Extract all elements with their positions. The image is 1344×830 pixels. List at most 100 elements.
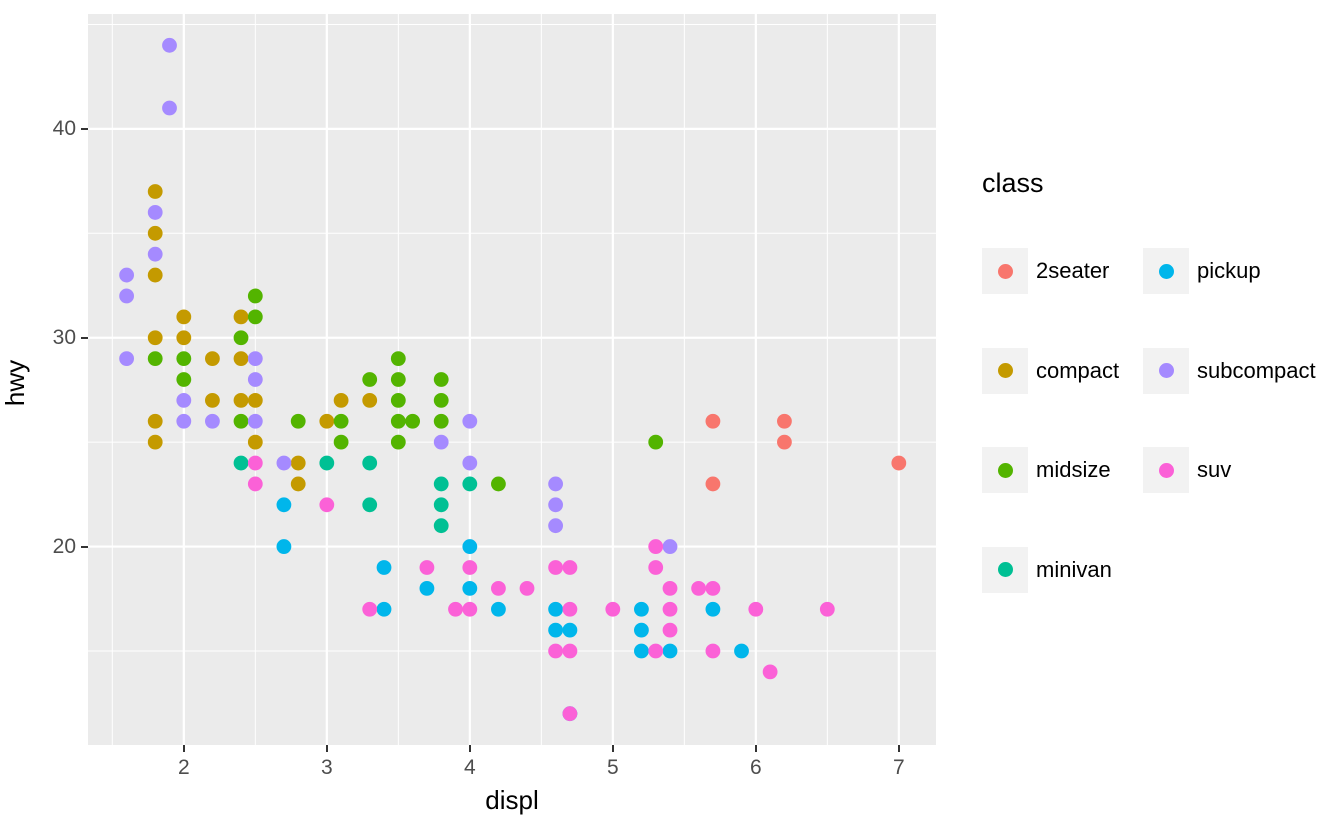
point-2seater (777, 413, 792, 429)
legend-key-compact (982, 347, 1028, 394)
point-suv (562, 706, 578, 722)
point-minivan (362, 455, 378, 471)
x-axis-title: displ (485, 785, 539, 815)
point-compact (147, 434, 163, 450)
point-suv (662, 601, 678, 617)
point-compact (290, 476, 306, 492)
legend-title: class (982, 168, 1044, 198)
point-midsize (333, 434, 349, 450)
point-pickup (462, 539, 478, 554)
point-minivan (433, 518, 449, 534)
legend-label-compact: compact (1036, 357, 1120, 383)
point-compact (147, 267, 163, 283)
y-tick-label: 20 (52, 534, 76, 558)
point-midsize (176, 351, 192, 367)
point-subcompact (276, 455, 292, 471)
point-midsize (390, 351, 406, 367)
point-suv (491, 580, 506, 596)
point-midsize (290, 413, 306, 429)
x-tick-mark (611, 745, 614, 752)
point-compact (147, 184, 163, 199)
x-tick-label: 5 (606, 756, 619, 779)
panel-background (88, 14, 936, 745)
point-subcompact (162, 100, 177, 116)
point-midsize (247, 288, 263, 304)
point-compact (147, 225, 163, 241)
point-suv (519, 580, 535, 596)
legend-key-pickup (1143, 248, 1189, 294)
point-compact (247, 392, 263, 408)
point-suv (548, 560, 564, 575)
point-compact (176, 309, 192, 325)
x-tick-mark (182, 745, 185, 752)
point-compact (176, 330, 192, 346)
point-subcompact (147, 205, 163, 220)
point-suv (605, 601, 621, 617)
point-suv (662, 580, 678, 596)
point-pickup (562, 622, 578, 638)
legend-dot-pickup (1158, 263, 1174, 279)
point-midsize (433, 392, 449, 408)
point-pickup (548, 622, 564, 638)
point-midsize (405, 413, 421, 429)
legend-label-2seater: 2seater (1036, 258, 1110, 283)
y-tick-mark (81, 545, 88, 548)
legend-label-midsize: midsize (1036, 457, 1111, 483)
point-midsize (176, 372, 192, 387)
point-midsize (648, 434, 664, 450)
legend-key-suv (1143, 447, 1189, 494)
point-subcompact (247, 351, 263, 367)
point-pickup (662, 643, 678, 659)
y-tick-mark (81, 127, 88, 130)
point-pickup (376, 601, 392, 617)
x-tick-label: 3 (320, 756, 333, 779)
point-compact (147, 330, 163, 346)
x-tick-mark (754, 745, 757, 752)
point-midsize (433, 413, 449, 429)
point-compact (333, 392, 349, 408)
point-suv (319, 497, 335, 513)
legend-dot-minivan (997, 562, 1013, 578)
point-suv (362, 601, 378, 617)
point-midsize (390, 434, 406, 450)
point-minivan (233, 455, 249, 471)
point-subcompact (176, 392, 192, 408)
point-midsize (147, 351, 163, 367)
point-midsize (390, 392, 406, 408)
point-subcompact (548, 518, 564, 534)
point-midsize (433, 372, 449, 387)
point-suv (562, 560, 578, 575)
point-midsize (233, 330, 249, 346)
point-subcompact (147, 246, 163, 262)
point-suv (691, 580, 707, 596)
point-suv (562, 601, 578, 617)
point-compact (233, 392, 249, 408)
point-midsize (333, 413, 349, 429)
point-midsize (247, 309, 263, 325)
x-tick-label: 4 (463, 756, 476, 779)
point-compact (147, 413, 163, 429)
point-pickup (276, 497, 292, 513)
point-suv (247, 476, 263, 492)
point-suv (762, 664, 778, 680)
point-minivan (433, 476, 449, 492)
point-subcompact (247, 372, 263, 387)
point-suv (648, 539, 664, 554)
x-tick-mark (897, 745, 900, 752)
legend-key-minivan (982, 546, 1028, 593)
point-pickup (276, 539, 292, 554)
point-minivan (433, 497, 449, 513)
point-suv (562, 643, 578, 659)
legend-label-subcompact: subcompact (1197, 357, 1316, 383)
point-2seater (891, 455, 907, 471)
point-midsize (390, 372, 406, 387)
point-2seater (777, 434, 792, 450)
point-pickup (734, 643, 749, 659)
point-subcompact (548, 476, 564, 492)
point-subcompact (176, 413, 192, 429)
point-suv (705, 643, 721, 659)
point-subcompact (119, 288, 135, 304)
point-suv (462, 560, 478, 575)
point-pickup (548, 601, 564, 617)
x-tick-mark (468, 745, 471, 752)
